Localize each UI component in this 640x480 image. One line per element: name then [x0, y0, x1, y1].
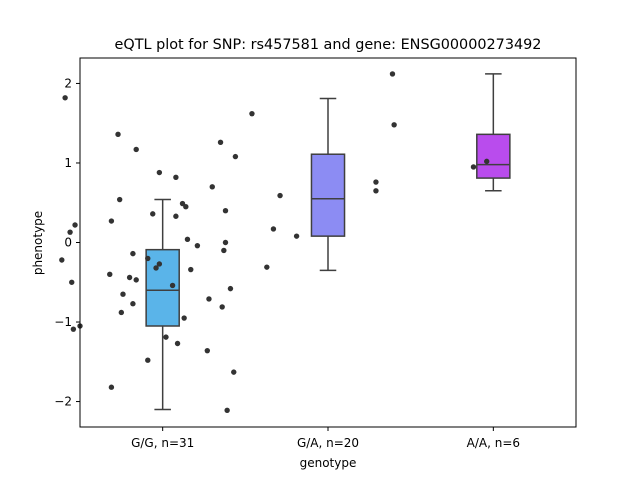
x-tick-label: G/A, n=20: [297, 436, 359, 450]
data-point: [470, 164, 477, 170]
x-axis: G/G, n=31 G/A, n=20 A/A, n=6: [131, 427, 520, 450]
data-point: [188, 266, 194, 273]
data-point: [62, 95, 68, 101]
data-point: [130, 301, 136, 307]
box: [476, 133, 511, 179]
data-point: [130, 250, 136, 257]
data-point: [231, 369, 237, 375]
data-point: [184, 236, 191, 243]
data-point: [194, 242, 201, 249]
data-point: [373, 188, 379, 194]
data-point: [153, 265, 159, 271]
data-point: [169, 282, 176, 289]
data-point: [67, 229, 73, 235]
y-tick-label: −2: [54, 395, 72, 409]
data-point: [181, 315, 187, 321]
y-axis-label: phenotype: [31, 211, 45, 275]
data-point: [173, 213, 179, 219]
y-tick-label: 0: [64, 236, 72, 250]
data-point: [391, 122, 397, 128]
data-point: [221, 247, 227, 254]
data-point: [227, 285, 234, 292]
data-point: [116, 196, 123, 203]
data-point: [173, 174, 179, 180]
data-point: [72, 222, 78, 228]
data-point: [145, 357, 151, 363]
data-point: [224, 407, 230, 413]
box-group: [310, 97, 346, 272]
data-point: [222, 207, 229, 214]
data-point: [70, 326, 77, 332]
box: [310, 153, 346, 237]
data-point: [118, 309, 125, 316]
chart-title: eQTL plot for SNP: rs457581 and gene: EN…: [115, 37, 542, 53]
data-point: [293, 233, 300, 239]
box-group: [476, 73, 511, 192]
data-point: [126, 274, 133, 281]
y-tick-label: 2: [64, 76, 72, 90]
data-point: [204, 347, 211, 354]
data-point: [222, 239, 229, 246]
data-point: [108, 384, 115, 390]
y-axis: −2 −1 0 1 2: [54, 76, 80, 409]
data-point: [156, 261, 163, 267]
data-point: [145, 255, 151, 262]
data-point: [264, 264, 270, 270]
box: [145, 248, 180, 327]
data-point: [209, 184, 215, 190]
x-tick-label: G/G, n=31: [131, 436, 194, 450]
data-point: [249, 110, 255, 117]
data-point: [217, 139, 224, 145]
data-point: [389, 71, 396, 77]
data-point: [120, 291, 126, 297]
data-point: [270, 226, 277, 232]
data-point: [219, 304, 225, 310]
x-tick-label: A/A, n=6: [467, 436, 520, 450]
y-tick-label: 1: [64, 156, 72, 170]
y-tick-label: −1: [54, 315, 72, 329]
data-point: [69, 279, 75, 285]
data-point: [277, 192, 283, 199]
data-point: [206, 296, 212, 302]
data-point: [107, 271, 113, 278]
data-point: [156, 169, 163, 176]
data-point: [232, 153, 239, 160]
x-axis-label: genotype: [300, 456, 357, 470]
data-point: [150, 211, 156, 217]
data-point: [133, 146, 139, 153]
data-point: [163, 334, 169, 340]
data-point: [133, 277, 139, 283]
data-point: [108, 218, 115, 224]
data-point: [115, 131, 121, 138]
data-point: [373, 179, 379, 185]
data-point: [174, 340, 181, 347]
data-point: [59, 257, 65, 263]
data-point: [484, 158, 490, 165]
plot-area: [59, 71, 511, 413]
data-point: [179, 200, 186, 207]
